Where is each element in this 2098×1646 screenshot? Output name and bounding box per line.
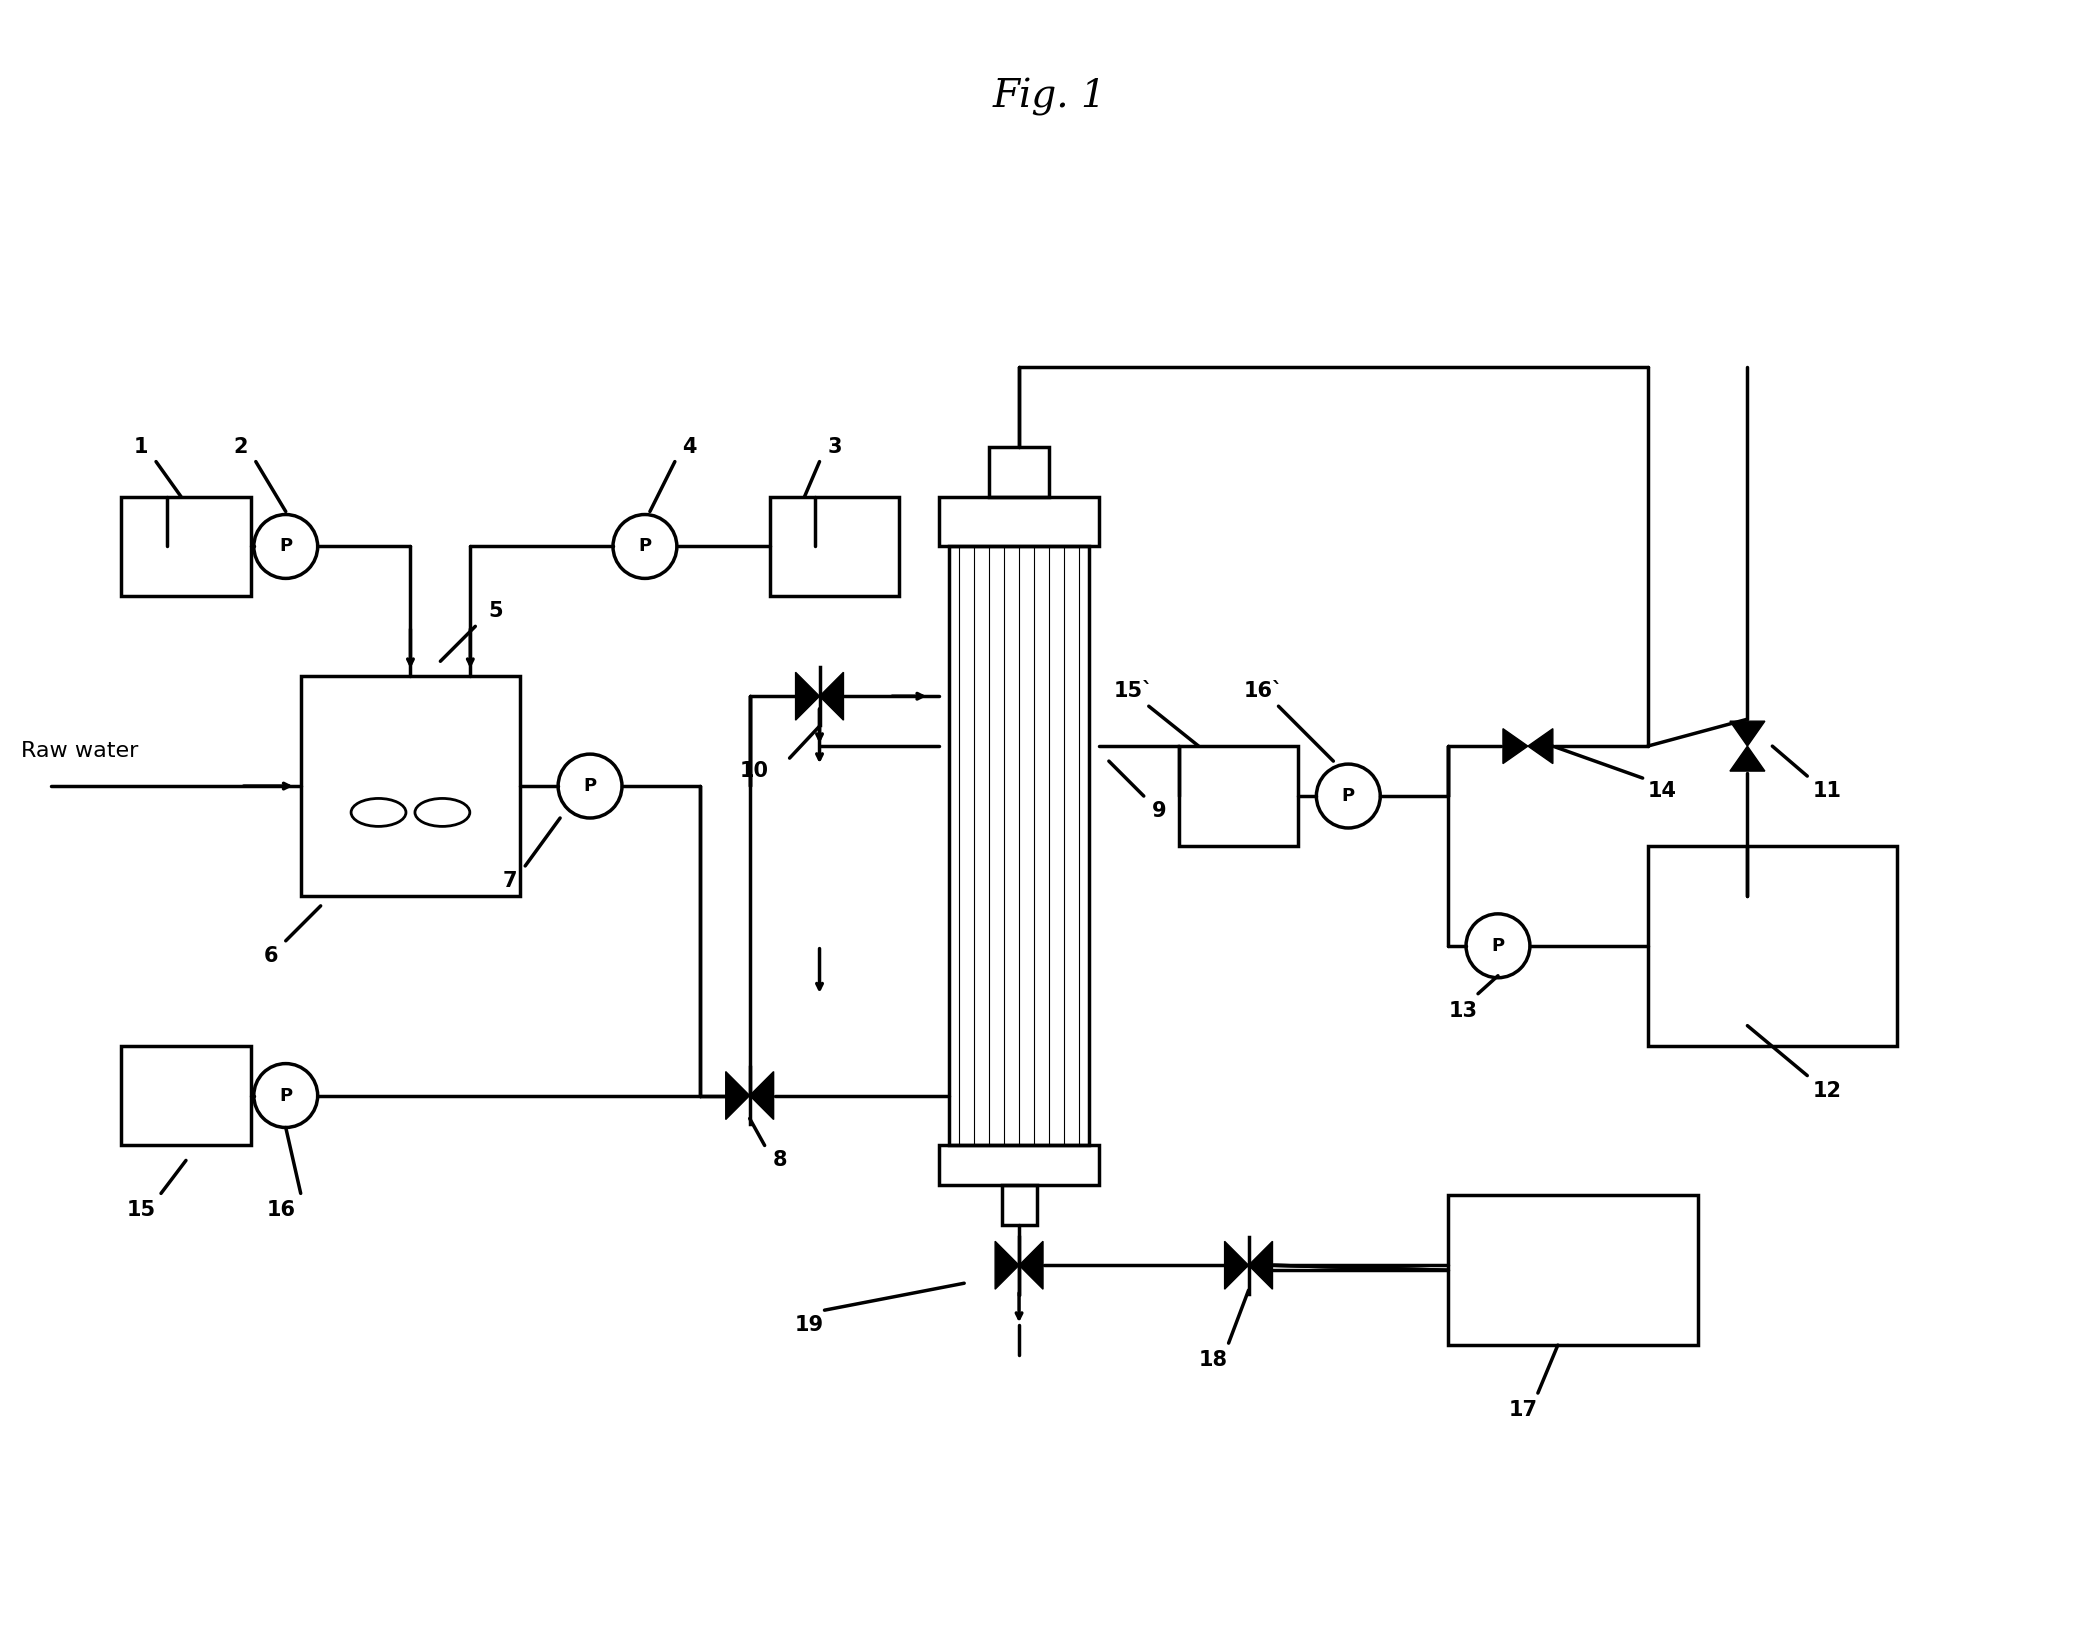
Polygon shape <box>820 672 843 721</box>
Text: P: P <box>1343 787 1355 805</box>
Bar <box>1001 1185 1036 1225</box>
Text: P: P <box>279 538 292 555</box>
Polygon shape <box>994 1241 1020 1289</box>
Text: 3: 3 <box>827 436 841 456</box>
Text: 8: 8 <box>772 1151 787 1170</box>
Text: 15: 15 <box>126 1200 155 1220</box>
Text: P: P <box>638 538 652 555</box>
Bar <box>940 497 1099 546</box>
Text: 10: 10 <box>741 760 770 782</box>
Text: 19: 19 <box>795 1315 825 1335</box>
Text: 18: 18 <box>1200 1350 1227 1369</box>
Polygon shape <box>726 1072 749 1119</box>
Text: 6: 6 <box>264 946 279 966</box>
Text: 17: 17 <box>1508 1401 1538 1420</box>
Bar <box>122 497 252 596</box>
Bar <box>1448 1195 1697 1345</box>
Polygon shape <box>1527 729 1553 764</box>
Text: 16`: 16` <box>1244 681 1284 701</box>
Polygon shape <box>1731 721 1764 746</box>
Polygon shape <box>1248 1241 1273 1289</box>
Text: P: P <box>279 1086 292 1104</box>
Text: P: P <box>583 777 596 795</box>
Polygon shape <box>1020 1241 1043 1289</box>
Polygon shape <box>1502 729 1527 764</box>
Text: 9: 9 <box>1152 802 1166 821</box>
Bar <box>122 1045 252 1146</box>
Polygon shape <box>795 672 820 721</box>
Polygon shape <box>749 1072 774 1119</box>
Text: 13: 13 <box>1448 1001 1477 1021</box>
Polygon shape <box>1225 1241 1248 1289</box>
Bar <box>300 677 520 895</box>
Text: 2: 2 <box>233 436 248 456</box>
Text: 11: 11 <box>1813 782 1842 802</box>
Bar <box>948 546 1089 1146</box>
Text: 12: 12 <box>1813 1080 1842 1101</box>
Text: 15`: 15` <box>1114 681 1154 701</box>
Text: 1: 1 <box>134 436 149 456</box>
Text: 16: 16 <box>266 1200 296 1220</box>
Text: 14: 14 <box>1649 782 1676 802</box>
Text: 5: 5 <box>489 601 504 621</box>
Bar <box>1647 846 1897 1045</box>
Text: Raw water: Raw water <box>21 741 138 760</box>
Bar <box>988 446 1049 497</box>
Text: Fig. 1: Fig. 1 <box>992 79 1106 117</box>
Text: P: P <box>1492 937 1504 955</box>
Bar <box>770 497 900 596</box>
Text: 4: 4 <box>682 436 697 456</box>
Bar <box>1179 746 1299 846</box>
Bar <box>940 1146 1099 1185</box>
Text: 7: 7 <box>504 871 518 890</box>
Polygon shape <box>1731 746 1764 770</box>
